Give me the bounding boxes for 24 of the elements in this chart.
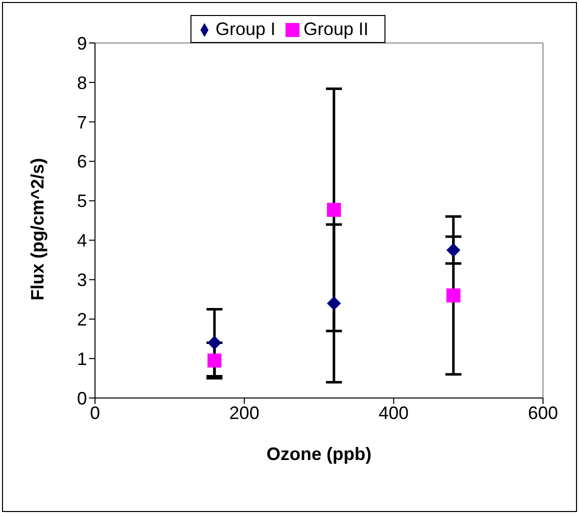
legend-label: Group II [304, 19, 369, 39]
point [207, 354, 222, 368]
y-tick-label: 3 [76, 270, 87, 290]
y-tick-label: 7 [76, 112, 87, 132]
x-tick-label: 200 [229, 402, 260, 423]
point [326, 202, 341, 217]
y-axis-title: Flux (pg/cm^2/s) [27, 158, 48, 300]
x-tick-label: 0 [90, 402, 100, 423]
y-tick-label: 5 [76, 191, 87, 212]
y-tick-label: 2 [76, 310, 87, 330]
x-tick-label: 600 [528, 402, 558, 423]
point [326, 296, 341, 310]
x-tick-label: 400 [378, 402, 409, 423]
y-tick-label: 1 [76, 348, 87, 369]
y-tick-label: 0 [76, 388, 87, 408]
y-tick-label: 8 [76, 72, 87, 93]
point [207, 336, 222, 350]
y-tick-label: 4 [76, 230, 87, 251]
y-tick-label: 9 [76, 33, 87, 54]
legend-label: Group I [215, 19, 276, 39]
point [446, 288, 460, 302]
x-axis-title: Ozone (ppb) [266, 444, 372, 464]
point [446, 243, 460, 258]
y-tick-label: 6 [76, 152, 87, 172]
